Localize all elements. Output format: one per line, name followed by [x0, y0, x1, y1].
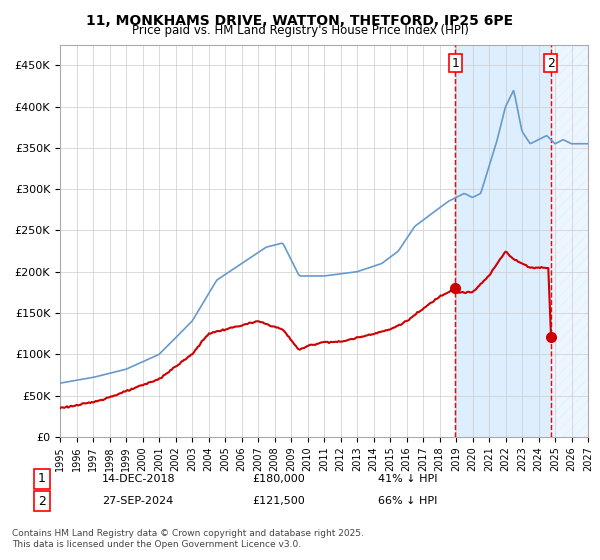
Text: 1: 1 — [38, 472, 46, 486]
Text: 2: 2 — [547, 57, 555, 69]
Text: 11, MONKHAMS DRIVE, WATTON, THETFORD, IP25 6PE: 11, MONKHAMS DRIVE, WATTON, THETFORD, IP… — [86, 14, 514, 28]
Text: 14-DEC-2018: 14-DEC-2018 — [102, 474, 176, 484]
Text: 41% ↓ HPI: 41% ↓ HPI — [378, 474, 437, 484]
Text: 66% ↓ HPI: 66% ↓ HPI — [378, 496, 437, 506]
Bar — [455, 45, 551, 437]
Text: 2: 2 — [38, 494, 46, 508]
Text: £121,500: £121,500 — [252, 496, 305, 506]
Text: Contains HM Land Registry data © Crown copyright and database right 2025.
This d: Contains HM Land Registry data © Crown c… — [12, 529, 364, 549]
Bar — [551, 45, 588, 437]
Text: £180,000: £180,000 — [252, 474, 305, 484]
Text: Price paid vs. HM Land Registry's House Price Index (HPI): Price paid vs. HM Land Registry's House … — [131, 24, 469, 36]
Text: 27-SEP-2024: 27-SEP-2024 — [102, 496, 173, 506]
Text: 1: 1 — [451, 57, 459, 69]
